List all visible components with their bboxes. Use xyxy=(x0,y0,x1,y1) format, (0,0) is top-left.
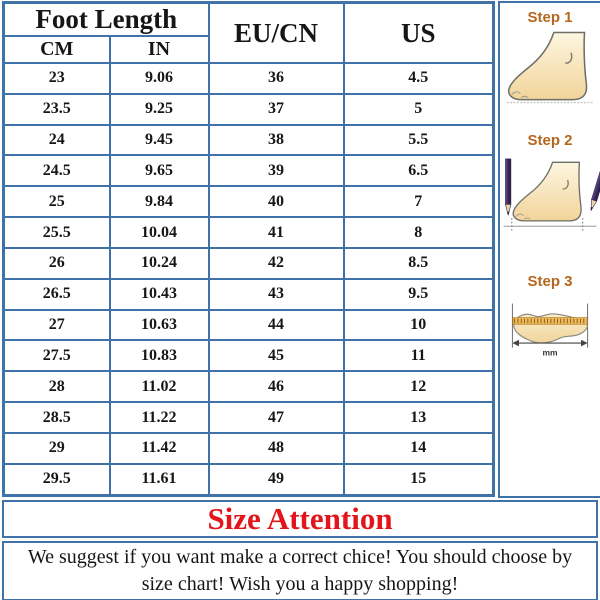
size-table-body: 23 9.06 36 4.5 23.5 9.25 37 5 24 9.45 38 5.5 24.5 9.6… xyxy=(2,62,495,497)
table-row: 23.5 9.25 37 5 xyxy=(2,92,495,126)
size-table-header: Foot Length EU/CN US CM IN xyxy=(2,1,495,64)
table-row: 27 10.63 44 10 xyxy=(2,308,495,342)
table-row: 24 9.45 38 5.5 xyxy=(2,123,495,157)
foot-width-ruler-illustration: mm xyxy=(511,303,589,357)
table-cell: 45 xyxy=(207,339,345,373)
table-cell: 11.61 xyxy=(108,462,210,497)
header-in: IN xyxy=(108,35,210,64)
step-2-label: Step 2 xyxy=(527,132,573,149)
header-row-2: CM IN xyxy=(2,35,494,64)
measuring-steps-panel: Step 1 Step 2 xyxy=(498,1,600,498)
top-section: Foot Length EU/CN US CM IN 23 9.06 36 4.5 23… xyxy=(2,1,600,498)
table-cell: 4.5 xyxy=(342,62,495,95)
table-cell: 26.5 xyxy=(2,277,111,311)
left-pencil-icon xyxy=(505,158,512,216)
table-cell: 12 xyxy=(342,370,495,404)
table-cell: 24.5 xyxy=(2,154,111,188)
table-cell: 23.5 xyxy=(2,92,111,126)
table-cell: 5 xyxy=(342,92,495,126)
step-1-label: Step 1 xyxy=(527,9,573,26)
table-cell: 10.63 xyxy=(108,308,210,342)
foot-side-view-illustration xyxy=(506,31,594,104)
header-eu-cn: EU/CN xyxy=(207,1,345,64)
table-cell: 7 xyxy=(342,185,495,219)
table-cell: 25 xyxy=(2,185,111,219)
table-cell: 11 xyxy=(342,339,495,373)
table-cell: 11.42 xyxy=(108,431,210,465)
table-cell: 26 xyxy=(2,246,111,280)
table-cell: 9.06 xyxy=(108,62,210,95)
table-cell: 13 xyxy=(342,401,495,434)
table-cell: 39 xyxy=(207,154,345,188)
table-cell: 10.43 xyxy=(108,277,210,311)
table-cell: 10.04 xyxy=(108,216,210,249)
table-cell: 28.5 xyxy=(2,401,111,434)
table-cell: 29 xyxy=(2,431,111,465)
table-cell: 29.5 xyxy=(2,462,111,497)
table-cell: 23 xyxy=(2,62,111,95)
table-cell: 24 xyxy=(2,123,111,157)
table-cell: 6.5 xyxy=(342,154,495,188)
table-row: 26.5 10.43 43 9.5 xyxy=(2,277,495,311)
table-cell: 41 xyxy=(207,216,345,249)
table-row: 23 9.06 36 4.5 xyxy=(2,62,495,95)
table-cell: 42 xyxy=(207,246,345,280)
header-row-1: Foot Length EU/CN US xyxy=(2,1,495,64)
header-cm: CM xyxy=(2,35,111,64)
ruler-unit-label: mm xyxy=(542,347,557,357)
size-chart-table: Foot Length EU/CN US CM IN 23 9.06 36 4.5 23… xyxy=(2,1,495,497)
table-row: 29.5 11.61 49 15 xyxy=(2,462,495,497)
foot-length-pencil-measure-illustration xyxy=(503,155,600,231)
table-cell: 9.25 xyxy=(108,92,210,126)
table-cell: 14 xyxy=(342,431,495,465)
table-cell: 8.5 xyxy=(342,246,495,280)
table-cell: 10.83 xyxy=(108,339,210,373)
table-row: 28.5 11.22 47 13 xyxy=(2,401,495,434)
table-cell: 11.22 xyxy=(108,401,210,434)
table-cell: 36 xyxy=(207,62,345,95)
size-table-wrap: Foot Length EU/CN US CM IN 23 9.06 36 4.5 23… xyxy=(2,1,495,498)
table-cell: 48 xyxy=(207,431,345,465)
table-row: 25.5 10.04 41 8 xyxy=(2,216,495,249)
ruler-strip-icon xyxy=(512,317,588,325)
right-pencil-icon xyxy=(590,155,600,211)
size-attention-title: Size Attention xyxy=(2,500,598,538)
table-cell: 15 xyxy=(342,462,495,497)
table-cell: 47 xyxy=(207,401,345,434)
table-cell: 46 xyxy=(207,370,345,404)
table-cell: 40 xyxy=(207,185,345,219)
table-cell: 9.45 xyxy=(108,123,210,157)
table-cell: 27.5 xyxy=(2,339,111,373)
table-cell: 9.84 xyxy=(108,185,210,219)
table-cell: 5.5 xyxy=(342,123,495,157)
table-row: 26 10.24 42 8.5 xyxy=(2,246,495,280)
table-cell: 28 xyxy=(2,370,111,404)
table-cell: 37 xyxy=(207,92,345,126)
table-row: 25 9.84 40 7 xyxy=(2,185,495,219)
step-3-label: Step 3 xyxy=(527,273,573,290)
size-suggestion-text: We suggest if you want make a correct ch… xyxy=(2,541,598,600)
table-row: 27.5 10.83 45 11 xyxy=(2,339,495,373)
table-row: 28 11.02 46 12 xyxy=(2,370,495,404)
table-cell: 10 xyxy=(342,308,495,342)
table-cell: 9.65 xyxy=(108,154,210,188)
table-cell: 43 xyxy=(207,277,345,311)
table-row: 24.5 9.65 39 6.5 xyxy=(2,154,495,188)
table-cell: 38 xyxy=(207,123,345,157)
table-cell: 9.5 xyxy=(342,277,495,311)
table-cell: 44 xyxy=(207,308,345,342)
header-foot-length: Foot Length xyxy=(2,1,210,37)
table-cell: 27 xyxy=(2,308,111,342)
table-row: 29 11.42 48 14 xyxy=(2,431,495,465)
table-cell: 25.5 xyxy=(2,216,111,249)
header-us: US xyxy=(342,1,495,64)
table-cell: 8 xyxy=(342,216,495,249)
table-cell: 11.02 xyxy=(108,370,210,404)
table-cell: 49 xyxy=(207,462,345,497)
table-cell: 10.24 xyxy=(108,246,210,280)
